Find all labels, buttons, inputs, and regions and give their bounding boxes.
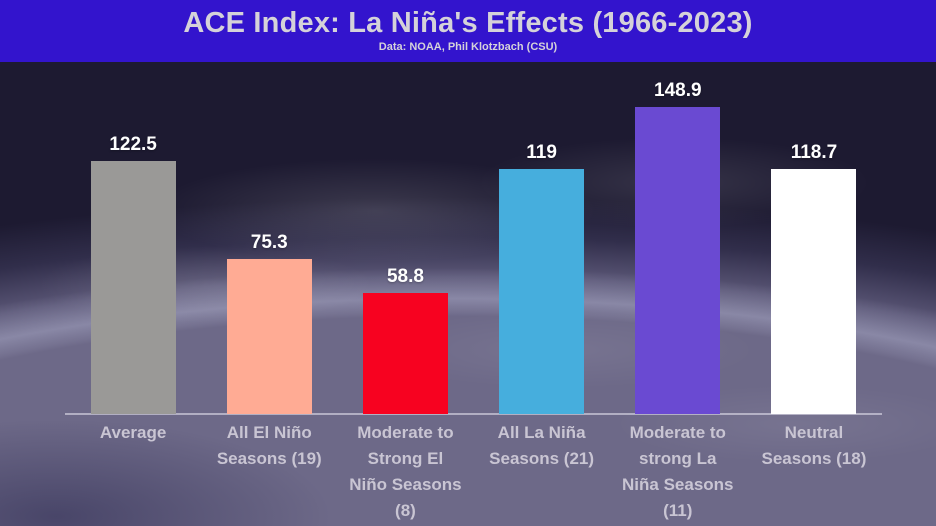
chart-subtitle: Data: NOAA, Phil Klotzbach (CSU)	[378, 41, 558, 53]
bar-slot: 58.8	[337, 266, 473, 414]
bar-slot: 75.3	[201, 232, 337, 414]
bar-category-label: Moderate to strong La Niña Seasons (11)	[622, 423, 734, 520]
bar	[499, 169, 585, 414]
bar	[226, 259, 312, 414]
bar-category-label: Average	[99, 423, 167, 442]
bar	[771, 169, 857, 414]
bar-value-label: 122.5	[109, 134, 157, 155]
bar-slot: 148.9	[610, 80, 746, 414]
x-axis-line	[65, 413, 882, 415]
bar-category-label: Moderate to Strong El Niño Seasons (8)	[349, 423, 462, 520]
bar	[362, 293, 448, 414]
bar-slot: 118.7	[746, 142, 882, 414]
bar	[90, 161, 176, 414]
bar-value-label: 75.3	[250, 232, 288, 253]
bar-category-label: All La Niña Seasons (21)	[489, 423, 595, 468]
bar-category-label: Neutral Seasons (18)	[761, 423, 867, 468]
bar-slot: 122.5	[65, 134, 201, 414]
bar-value-label: 148.9	[654, 80, 702, 101]
bar-value-label: 58.8	[386, 266, 424, 287]
plot-area: 122.5 75.3 58.8 119 148.9 118.7	[65, 62, 882, 414]
bar-slot: 119	[474, 142, 610, 414]
category-labels: Average All El Niño Seasons (19) Moderate …	[65, 420, 882, 524]
bar-category-label: All El Niño Seasons (19)	[216, 423, 322, 468]
bar-value-label: 119	[526, 142, 557, 163]
bar	[635, 107, 721, 414]
bar-value-label: 118.7	[790, 142, 838, 163]
chart-title: ACE Index: La Niña's Effects (1966-2023)	[183, 7, 753, 39]
chart-header: ACE Index: La Niña's Effects (1966-2023)…	[0, 0, 936, 62]
